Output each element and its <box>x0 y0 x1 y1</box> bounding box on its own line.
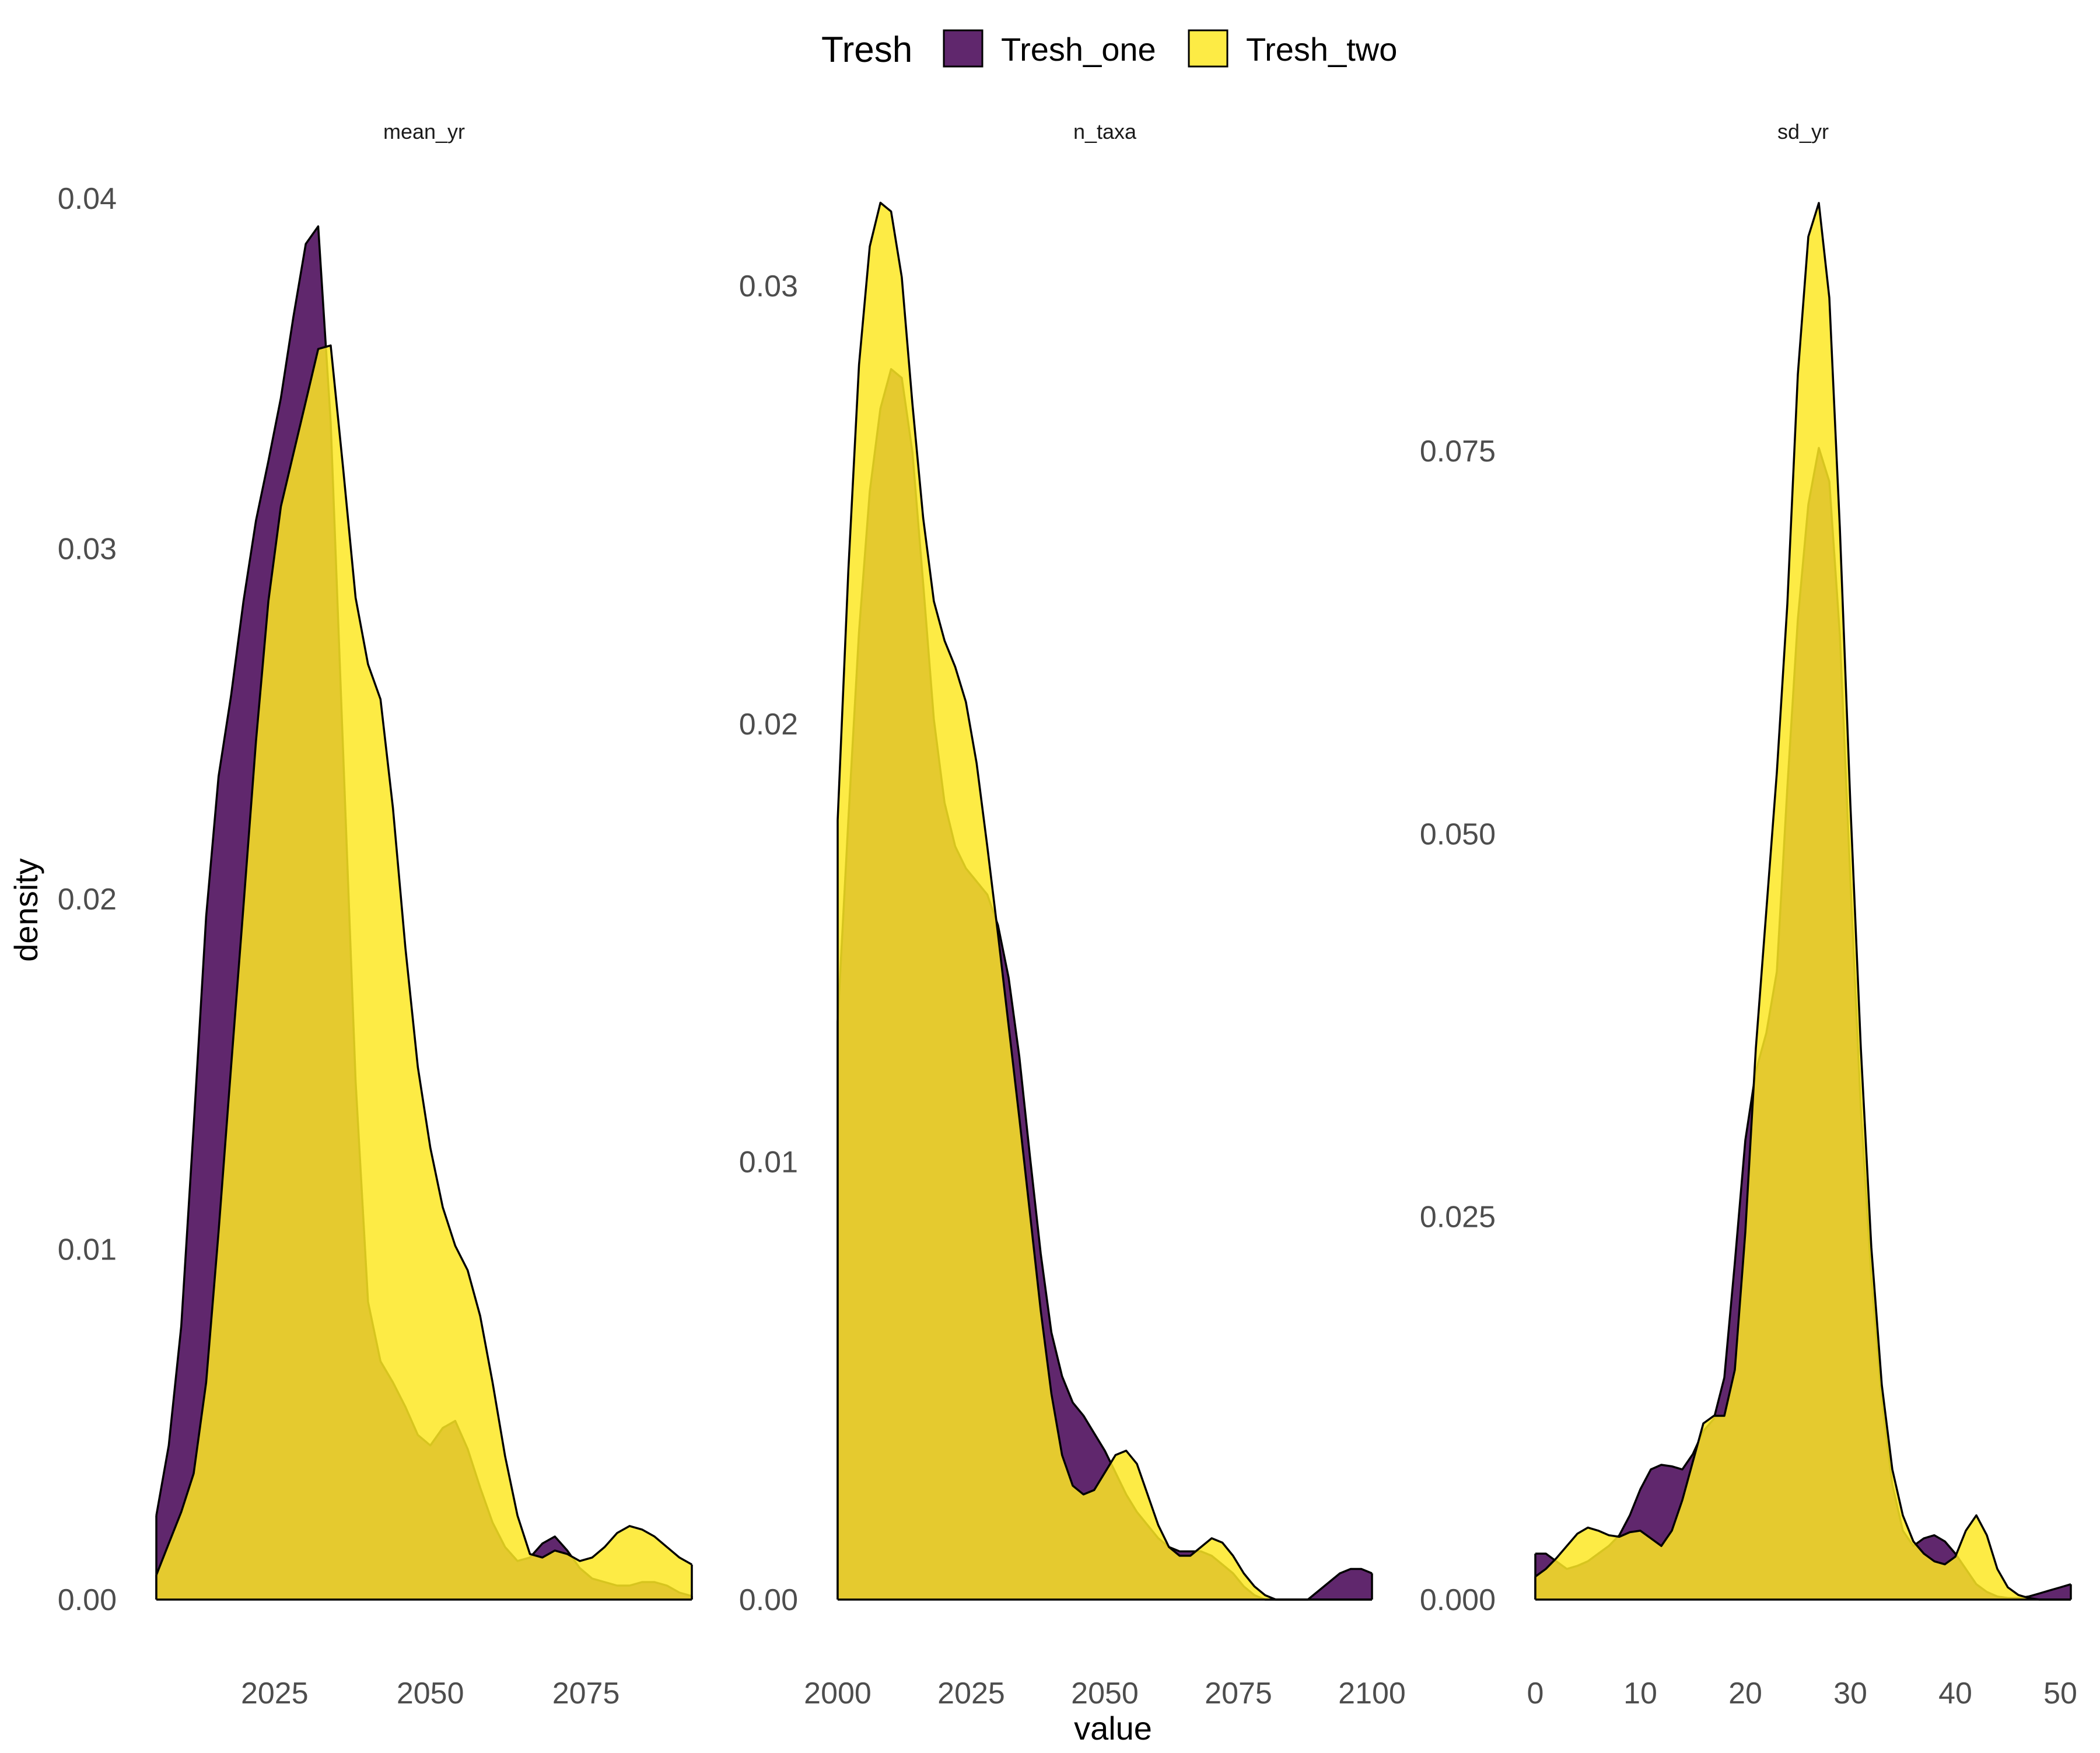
x-tick-label-mean-yr-2050: 2050 <box>397 1677 464 1710</box>
density-outline-mean-yr-tresh-two <box>155 344 692 1576</box>
legend-key-tresh-two <box>1188 29 1228 68</box>
x-tick-label-sd-yr-0: 0 <box>1527 1677 1544 1710</box>
legend: Tresh Tresh_one Tresh_two <box>821 29 1397 70</box>
x-axis-title: value <box>1074 1710 1152 1747</box>
density-area-n-taxa-tresh-two <box>838 202 1372 1600</box>
density-outline-sd-yr-tresh-two <box>1534 202 2071 1601</box>
y-tick-label-mean-yr-0-04: 0.04 <box>58 182 117 216</box>
x-tick-label-sd-yr-50: 50 <box>2043 1677 2077 1710</box>
legend-label-tresh-one: Tresh_one <box>1001 31 1156 68</box>
y-tick-label-n-taxa-0-01: 0.01 <box>739 1145 798 1179</box>
y-tick-label-mean-yr-0-00: 0.00 <box>58 1583 117 1617</box>
strip-label-sd-yr: sd_yr <box>1777 120 1829 144</box>
panel-sd-yr: sd_yr 0.000 0.025 0.050 0.075 0 10 20 30 40 50 <box>1420 120 2077 1710</box>
x-tick-label-sd-yr-40: 40 <box>1938 1677 1972 1710</box>
y-tick-label-sd-yr-0-075: 0.075 <box>1420 435 1496 468</box>
x-tick-label-n-taxa-2000: 2000 <box>804 1677 872 1710</box>
y-tick-label-mean-yr-0-02: 0.02 <box>58 883 117 916</box>
y-tick-label-n-taxa-0-03: 0.03 <box>739 270 798 303</box>
panel-n-taxa: n_taxa 0.00 0.01 0.02 0.03 2000 2025 2050 2075 21… <box>739 120 1406 1710</box>
strip-label-mean-yr: mean_yr <box>383 120 465 144</box>
legend-key-tresh-one <box>943 29 984 68</box>
density-area-sd-yr-tresh-two <box>1535 202 2071 1600</box>
legend-title: Tresh <box>821 30 912 70</box>
x-tick-label-sd-yr-20: 20 <box>1728 1677 1762 1710</box>
y-axis-title: density <box>8 858 44 961</box>
x-tick-label-n-taxa-2075: 2075 <box>1205 1677 1272 1710</box>
x-tick-label-sd-yr-30: 30 <box>1833 1677 1867 1710</box>
x-tick-label-sd-yr-10: 10 <box>1623 1677 1657 1710</box>
y-tick-label-sd-yr-0-000: 0.000 <box>1420 1583 1496 1617</box>
y-tick-label-mean-yr-0-03: 0.03 <box>58 533 117 566</box>
strip-label-n-taxa: n_taxa <box>1073 120 1137 144</box>
x-tick-label-n-taxa-2050: 2050 <box>1071 1677 1139 1710</box>
y-tick-label-n-taxa-0-02: 0.02 <box>739 708 798 741</box>
x-tick-label-mean-yr-2075: 2075 <box>552 1677 620 1710</box>
panel-mean-yr: mean_yr 0.00 0.01 0.02 0.03 0.04 2025 2050 2075 <box>58 120 693 1710</box>
density-area-mean-yr-tresh-two <box>156 345 692 1600</box>
x-tick-label-n-taxa-2025: 2025 <box>937 1677 1005 1710</box>
x-tick-label-n-taxa-2100: 2100 <box>1338 1677 1406 1710</box>
y-tick-label-mean-yr-0-01: 0.01 <box>58 1233 117 1267</box>
legend-label-tresh-two: Tresh_two <box>1246 31 1397 68</box>
y-tick-label-sd-yr-0-050: 0.050 <box>1420 817 1496 851</box>
x-tick-label-mean-yr-2025: 2025 <box>241 1677 309 1710</box>
y-tick-label-sd-yr-0-025: 0.025 <box>1420 1201 1496 1234</box>
y-tick-label-n-taxa-0-00: 0.00 <box>739 1583 798 1617</box>
